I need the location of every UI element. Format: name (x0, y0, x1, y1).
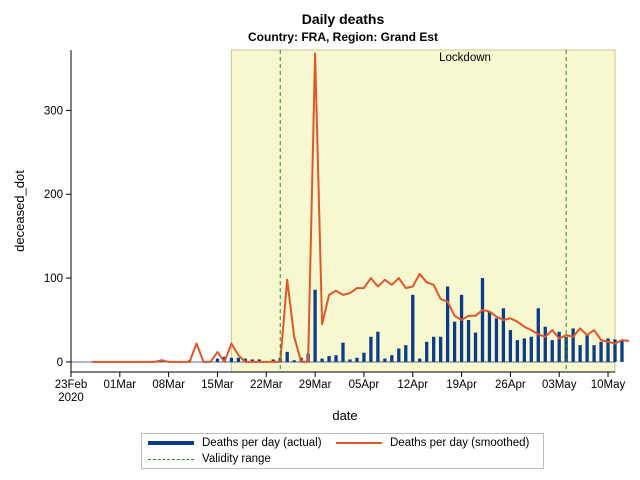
bar-76 (620, 340, 624, 362)
legend-swatch-actual (148, 441, 194, 445)
bar-69 (571, 328, 575, 362)
bar-71 (585, 335, 589, 362)
bar-63 (529, 336, 533, 362)
bar-series (160, 278, 624, 362)
y-tick-label-0: 0 (57, 357, 63, 369)
bar-49 (432, 336, 436, 362)
bar-41 (376, 331, 380, 362)
x-axis-label: date (332, 408, 357, 423)
bar-21 (236, 357, 241, 362)
bar-72 (592, 345, 596, 362)
bar-58 (494, 318, 499, 362)
bar-26 (271, 359, 275, 362)
lockdown-region (230, 49, 616, 373)
legend-item-actual: Deaths per day (actual) (148, 437, 322, 449)
x-tick-label-6: 05Apr (349, 379, 380, 391)
legend-swatch-smoothed (336, 442, 382, 444)
bar-18 (215, 358, 220, 362)
y-tick-label-2: 200 (44, 189, 63, 201)
y-axis-label: deceased_dot (12, 170, 27, 252)
smoothed-line (91, 52, 630, 363)
bar-42 (383, 358, 387, 362)
x-tick-label-2: 08Mar (152, 379, 185, 391)
bar-32 (313, 289, 317, 362)
bar-34 (327, 356, 331, 362)
bar-62 (522, 338, 526, 362)
bar-48 (425, 341, 429, 362)
bar-75 (613, 339, 617, 362)
x-tick-label-10: 03May (542, 379, 577, 391)
smoothed-series (91, 52, 630, 363)
x-tick-label-3: 15Mar (201, 379, 234, 391)
chart-title: Daily deaths (302, 11, 385, 27)
x-tick-label-0: 23Feb (55, 379, 88, 391)
legend-swatch-validity (148, 458, 194, 460)
bar-65 (543, 326, 547, 362)
bar-24 (257, 359, 261, 362)
plot-background (71, 49, 616, 373)
bar-70 (578, 345, 582, 362)
bar-67 (557, 331, 561, 362)
lockdown-label: Lockdown (439, 52, 491, 64)
bar-37 (348, 359, 352, 362)
legend-item-smoothed: Deaths per day (smoothed) (336, 437, 529, 449)
bar-36 (341, 342, 345, 362)
x-tick-label-1: 01Mar (104, 379, 137, 391)
bar-46 (411, 294, 415, 362)
x-tick-label-9: 26Apr (495, 379, 526, 391)
bar-23 (250, 359, 254, 362)
x-tick-label-4: 22Mar (250, 379, 283, 391)
bar-56 (480, 278, 485, 362)
bar-29 (292, 360, 296, 362)
bar-43 (390, 355, 394, 362)
x-tick-label-11: 10May (591, 379, 626, 391)
legend-label-validity: Validity range (202, 453, 271, 465)
bar-45 (404, 345, 408, 362)
bar-60 (508, 330, 513, 362)
x-tick-label-5: 29Mar (299, 379, 332, 391)
y-tick-label-3: 300 (44, 105, 63, 117)
bar-61 (515, 340, 520, 362)
legend: Deaths per day (actual) Deaths per day (… (141, 433, 544, 469)
x-tick-label-7: 12Apr (397, 379, 428, 391)
bar-22 (243, 358, 248, 362)
bar-35 (334, 355, 338, 362)
validity-range-lines (279, 50, 567, 372)
x-tick-label-8: 19Apr (446, 379, 477, 391)
bar-57 (487, 311, 492, 362)
bar-68 (564, 336, 568, 362)
bar-53 (459, 294, 464, 362)
bar-59 (501, 308, 506, 362)
legend-item-validity: Validity range (148, 453, 271, 465)
bar-28 (285, 351, 289, 362)
bar-51 (445, 286, 450, 362)
bar-50 (438, 336, 443, 362)
bar-55 (473, 332, 478, 362)
legend-label-smoothed: Deaths per day (smoothed) (390, 437, 530, 449)
bar-73 (599, 341, 603, 362)
x-tick-label2-0: 2020 (58, 392, 84, 404)
bar-47 (418, 358, 422, 362)
chart-subtitle: Country: FRA, Region: Grand Est (248, 30, 438, 44)
bar-44 (397, 348, 401, 362)
legend-label-actual: Deaths per day (actual) (202, 437, 322, 449)
bar-54 (466, 320, 471, 362)
bar-38 (355, 357, 359, 362)
bar-33 (320, 358, 324, 362)
y-axis-ticks: 0 100 200 300 (44, 105, 71, 369)
bar-39 (362, 352, 366, 362)
bar-52 (452, 321, 457, 362)
bar-66 (550, 340, 554, 362)
bar-74 (606, 338, 610, 362)
axes (70, 50, 615, 373)
y-tick-label-1: 100 (44, 273, 63, 285)
bar-20 (229, 357, 234, 362)
bar-40 (369, 336, 373, 362)
